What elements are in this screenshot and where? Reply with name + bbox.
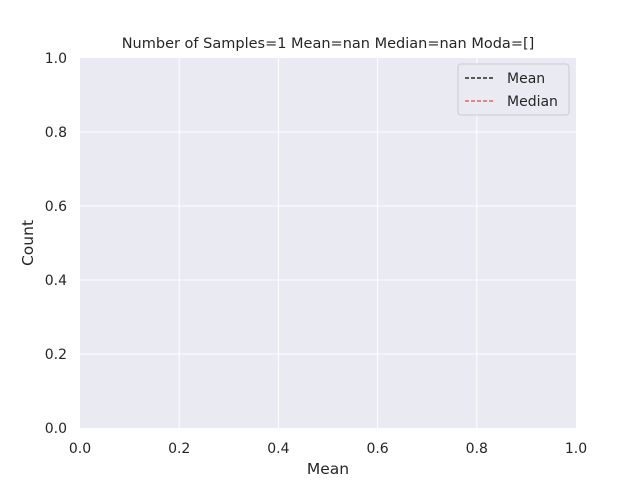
y-tick-label: 0.2 xyxy=(45,347,67,363)
chart-title: Number of Samples=1 Mean=nan Median=nan … xyxy=(122,36,535,52)
x-axis-label: Mean xyxy=(307,460,349,478)
y-axis-label: Count xyxy=(19,220,37,266)
y-tick-label: 0.6 xyxy=(45,199,67,215)
x-tick-labels: 0.0 0.2 0.4 0.6 0.8 1.0 xyxy=(69,441,587,457)
legend-mean-label: Mean xyxy=(507,71,545,87)
y-tick-labels: 0.0 0.2 0.4 0.6 0.8 1.0 xyxy=(45,51,67,437)
y-tick-label: 0.0 xyxy=(45,421,67,437)
x-tick-label: 0.4 xyxy=(267,441,289,457)
legend: Mean Median xyxy=(457,63,570,116)
plot-area xyxy=(80,58,576,428)
legend-median-label: Median xyxy=(507,94,558,110)
y-tick-label: 1.0 xyxy=(45,51,67,67)
grid xyxy=(80,58,576,428)
y-tick-label: 0.8 xyxy=(45,125,67,141)
y-tick-label: 0.4 xyxy=(45,273,67,289)
x-tick-label: 0.2 xyxy=(168,441,190,457)
x-tick-label: 0.0 xyxy=(69,441,91,457)
x-tick-label: 0.6 xyxy=(366,441,388,457)
x-tick-label: 1.0 xyxy=(565,441,587,457)
legend-box xyxy=(457,63,570,116)
x-tick-label: 0.8 xyxy=(466,441,488,457)
